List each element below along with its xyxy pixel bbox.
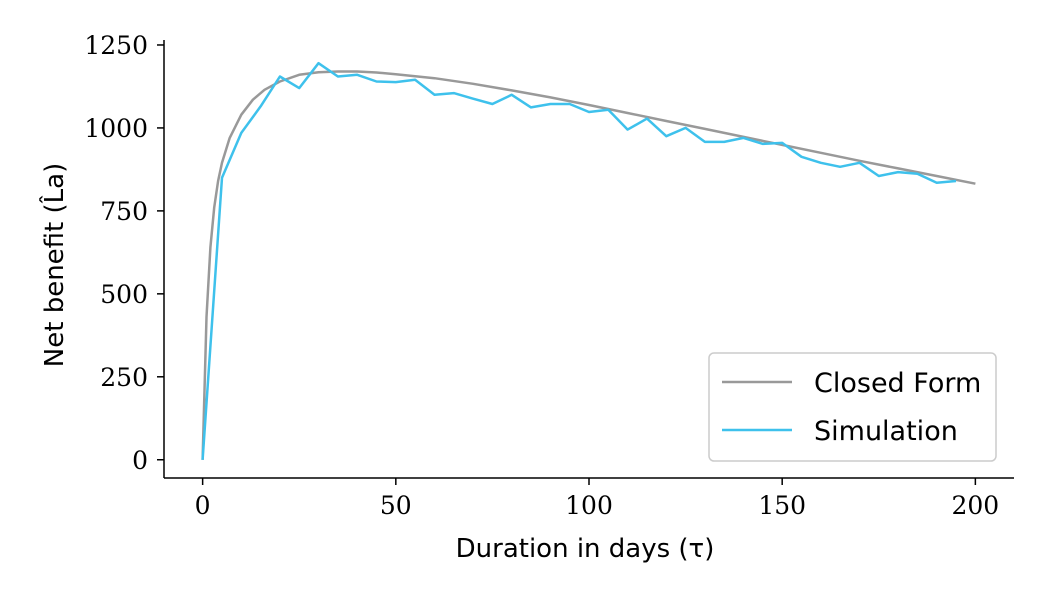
y-axis-label: Net benefit (L̂a) [38, 163, 70, 367]
y-tick-label: 250 [100, 363, 148, 392]
legend: Closed Form Simulation [708, 352, 997, 462]
y-tick-label: 1250 [84, 31, 148, 60]
x-tick-label: 100 [565, 491, 613, 520]
plot-lines [201, 61, 976, 460]
x-axis-label: Duration in days (τ) [456, 534, 715, 564]
x-tick-label: 0 [195, 491, 211, 520]
y-tick-label: 750 [100, 197, 148, 226]
x-tick-label: 150 [758, 491, 806, 520]
y-ticks: 0 250 500 750 1000 1250 [84, 31, 164, 475]
y-tick-label: 0 [132, 446, 148, 475]
legend-label-simulation: Simulation [814, 416, 958, 447]
axes: 0 50 100 150 200 0 250 500 750 1000 1250 [84, 31, 1014, 520]
x-tick-label: 200 [952, 491, 1000, 520]
legend-label-closed-form: Closed Form [814, 368, 981, 399]
y-tick-label: 500 [100, 280, 148, 309]
x-ticks: 0 50 100 150 200 [195, 478, 1000, 520]
x-tick-label: 50 [380, 491, 412, 520]
series-line-simulation [201, 61, 957, 460]
legend-box [708, 352, 997, 462]
y-tick-label: 1000 [84, 114, 148, 143]
